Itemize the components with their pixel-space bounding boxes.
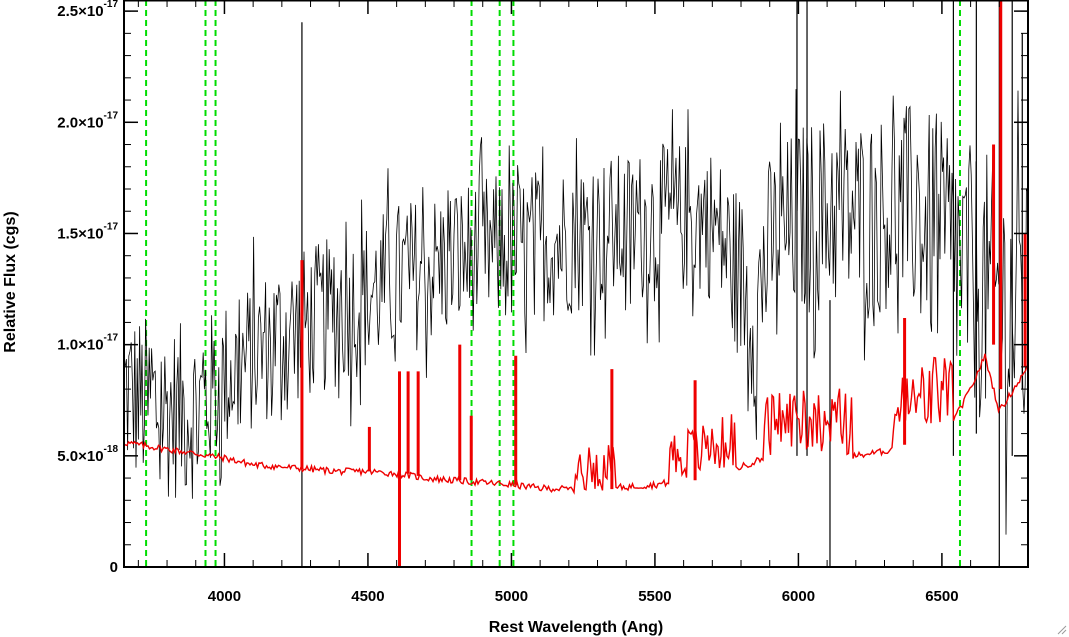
y-tick-label: 1.5×10-17: [57, 221, 118, 242]
y-tick-exponent: -17: [104, 0, 119, 10]
y-tick-exponent: -17: [104, 221, 119, 232]
y-axis-ticks: 0 5.0×10-18 1.0×10-17 1.5×10-17 2.0×10-17 2.5…: [57, 0, 1028, 576]
x-tick-label: 5500: [638, 588, 671, 605]
error-series-line: [124, 353, 1028, 495]
y-tick-label: 2.5×10-17: [57, 0, 118, 20]
emission-line-markers: [145, 0, 961, 567]
y-tick-exponent: -18: [104, 444, 119, 455]
x-axis-label: Rest Wavelength (Ang): [489, 619, 664, 636]
y-tick-label: 1.0×10-17: [57, 333, 118, 354]
resize-grip-icon[interactable]: [1055, 623, 1067, 635]
x-tick-label: 4000: [208, 588, 241, 605]
plot-axes: [123, 0, 1029, 568]
y-tick-exponent: -17: [104, 333, 119, 344]
x-axis-ticks: 4000 4500 5000 5500 6000 6500: [137, 0, 1000, 605]
x-tick-label: 6500: [925, 588, 958, 605]
flux-series-line: [124, 89, 1028, 535]
plot-frame: [123, 0, 1029, 568]
y-tick-label: 2.0×10-17: [57, 110, 118, 131]
y-tick-exponent: -17: [104, 110, 119, 121]
x-tick-label: 6000: [782, 588, 815, 605]
y-tick-label: 0: [110, 559, 118, 576]
x-tick-label: 5000: [495, 588, 528, 605]
spectrum-series: [124, 0, 1028, 567]
y-axis-label: Relative Flux (cgs): [2, 211, 19, 352]
y-tick-label: 5.0×10-18: [57, 444, 118, 465]
x-tick-label: 4500: [351, 588, 384, 605]
